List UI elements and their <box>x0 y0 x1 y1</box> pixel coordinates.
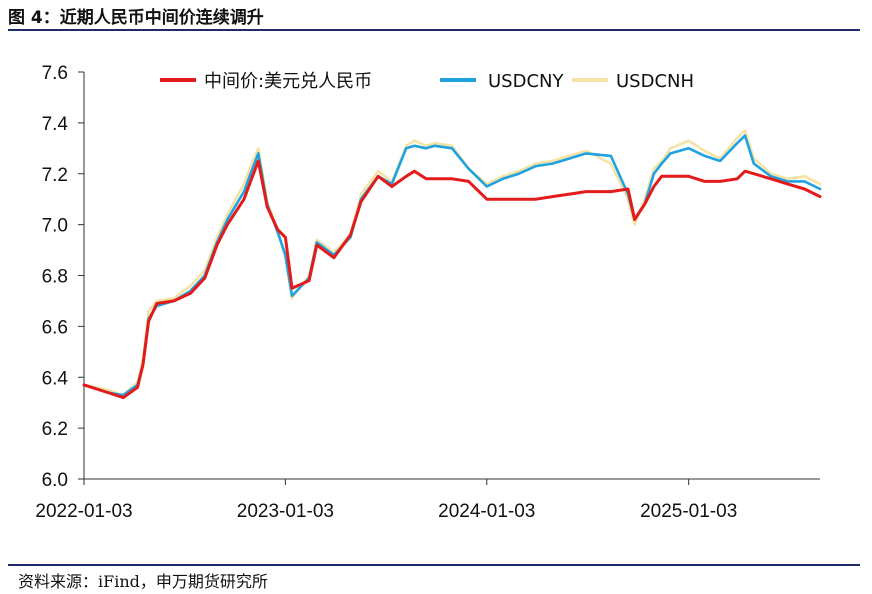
legend-label: USDCNH <box>616 71 694 92</box>
legend-label: 中间价:美元兑人民币 <box>204 71 372 92</box>
series-line-usdcny <box>82 134 822 397</box>
x-tick-label: 2024-01-03 <box>438 501 535 522</box>
chart-axes: 6.0 6.2 6.4 6.6 6.8 7.0 7.2 7.4 7.6 2022-01-03 202… <box>35 63 820 522</box>
y-tick-label: 6.2 <box>42 419 68 440</box>
x-tick-label: 2025-01-03 <box>640 501 737 522</box>
y-tick-label: 7.4 <box>42 114 69 135</box>
chart-legend: 中间价:美元兑人民币 USDCNY USDCNH <box>160 71 694 92</box>
series-line-fixing <box>82 159 822 400</box>
legend-label: USDCNY <box>488 71 564 92</box>
series-layer <box>82 129 822 400</box>
y-tick-label: 7.6 <box>42 63 68 84</box>
x-tick-label: 2022-01-03 <box>35 501 132 522</box>
source-note: 资料来源：iFind，申万期货研究所 <box>18 572 268 591</box>
series-line-usdcnh <box>82 129 822 397</box>
y-tick-label: 6.0 <box>42 470 68 491</box>
figure-title: 图 4：近期人民币中间价连续调升 <box>8 8 264 28</box>
y-tick-label: 6.4 <box>42 368 69 389</box>
y-tick-label: 6.6 <box>42 317 68 338</box>
bottom-divider <box>8 564 860 566</box>
y-tick-label: 6.8 <box>42 267 68 288</box>
y-tick-label: 7.2 <box>42 165 68 186</box>
x-tick-label: 2023-01-03 <box>237 501 334 522</box>
y-tick-label: 7.0 <box>42 216 68 237</box>
top-divider <box>8 29 860 31</box>
